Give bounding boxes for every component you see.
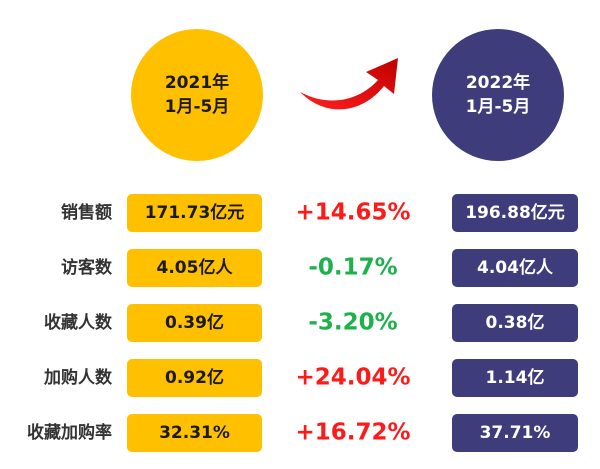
growth-arrow xyxy=(300,58,398,110)
after-box xyxy=(452,194,578,232)
after-box xyxy=(452,414,578,452)
change-value: +14.65% xyxy=(295,200,410,226)
after-value: 37.71% xyxy=(480,423,551,443)
after-value: 1.14亿 xyxy=(486,367,545,388)
row-label: 收藏加购率 xyxy=(27,422,112,443)
change-value: +16.72% xyxy=(295,420,410,446)
row-label: 销售额 xyxy=(61,202,112,223)
before-box xyxy=(127,194,262,232)
row-label: 加购人数 xyxy=(43,367,113,388)
before-value: 171.73亿元 xyxy=(145,202,245,223)
after-value: 196.88亿元 xyxy=(465,202,565,223)
before-box xyxy=(127,414,262,452)
before-value: 32.31% xyxy=(159,423,230,443)
change-value: -0.17% xyxy=(308,255,397,281)
period-label: 1月-5月 xyxy=(165,97,230,117)
before-box xyxy=(127,249,262,287)
after-box xyxy=(452,304,578,342)
period-label: 2021年 xyxy=(165,72,229,93)
after-value: 0.38亿 xyxy=(486,312,545,333)
before-value: 0.39亿 xyxy=(165,312,224,333)
change-value: +24.04% xyxy=(295,365,410,391)
period-circle xyxy=(131,29,263,161)
after-box xyxy=(452,359,578,397)
before-value: 0.92亿 xyxy=(165,367,224,388)
before-box xyxy=(127,359,262,397)
before-box xyxy=(127,304,262,342)
period-label: 2022年 xyxy=(466,72,530,93)
after-value: 4.04亿人 xyxy=(477,257,554,278)
change-value: -3.20% xyxy=(308,310,397,336)
period-circle xyxy=(432,29,564,161)
row-label: 访客数 xyxy=(61,257,113,278)
period-label: 1月-5月 xyxy=(466,97,531,117)
after-box xyxy=(452,249,578,287)
before-value: 4.05亿人 xyxy=(157,257,234,278)
row-label: 收藏人数 xyxy=(44,312,113,333)
